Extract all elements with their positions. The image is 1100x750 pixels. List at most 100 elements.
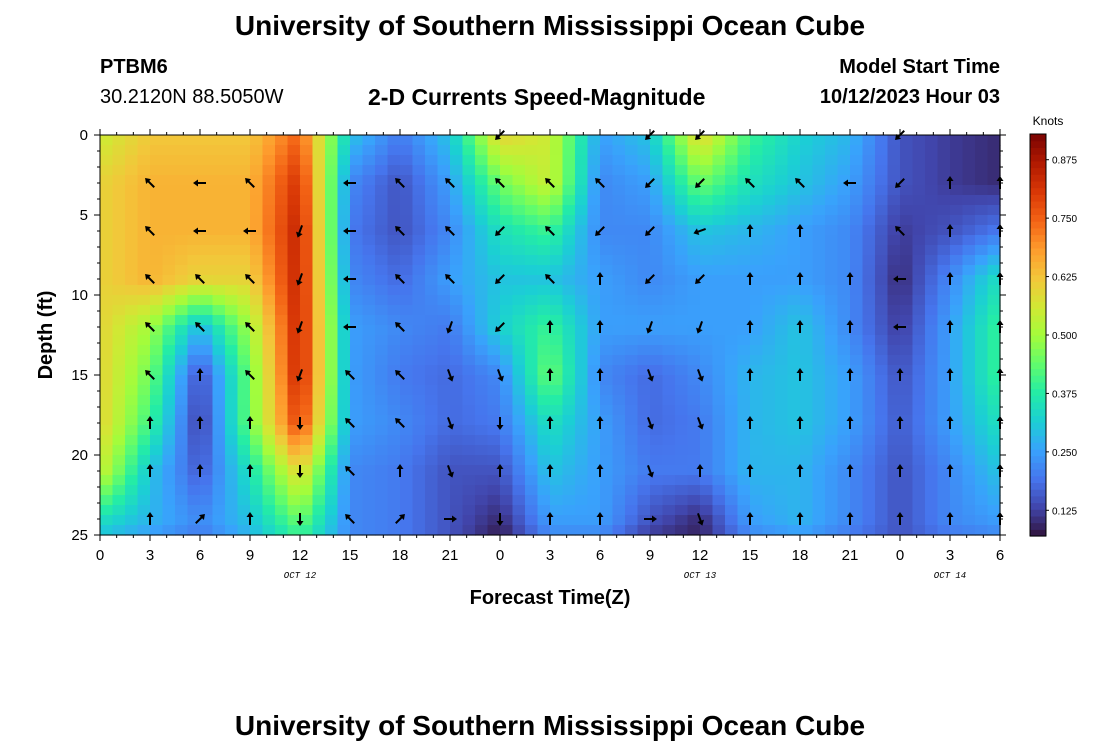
heatmap-cell bbox=[625, 525, 639, 536]
heatmap-cell bbox=[950, 335, 964, 346]
heatmap-cell bbox=[487, 515, 501, 526]
heatmap-cell bbox=[262, 405, 276, 416]
heatmap-cell bbox=[612, 345, 626, 356]
heatmap-cell bbox=[725, 355, 739, 366]
heatmap-cell bbox=[150, 415, 164, 426]
heatmap-cell bbox=[225, 185, 239, 196]
heatmap-cell bbox=[637, 345, 651, 356]
heatmap-cell bbox=[887, 325, 901, 336]
heatmap-cell bbox=[262, 225, 276, 236]
heatmap-cell bbox=[675, 505, 689, 516]
heatmap-cell bbox=[725, 265, 739, 276]
current-arrow bbox=[447, 417, 454, 430]
current-arrow bbox=[444, 515, 457, 523]
heatmap-cell bbox=[100, 475, 114, 486]
heatmap-cell bbox=[937, 415, 951, 426]
heatmap-cell bbox=[787, 495, 801, 506]
heatmap-cell bbox=[287, 345, 301, 356]
current-arrow bbox=[796, 272, 804, 285]
heatmap-cell bbox=[450, 375, 464, 386]
heatmap-cell bbox=[862, 205, 876, 216]
heatmap-cell bbox=[687, 485, 701, 496]
heatmap-cell bbox=[900, 235, 914, 246]
heatmap-cell bbox=[775, 235, 789, 246]
heatmap-cell bbox=[187, 295, 201, 306]
heatmap-cell bbox=[787, 425, 801, 436]
heatmap-cell bbox=[112, 495, 126, 506]
heatmap-cell bbox=[350, 365, 364, 376]
heatmap-cell bbox=[375, 165, 389, 176]
heatmap-cell bbox=[512, 375, 526, 386]
heatmap-cell bbox=[125, 205, 139, 216]
current-arrow bbox=[196, 416, 204, 429]
heatmap-cell bbox=[650, 375, 664, 386]
heatmap-cell bbox=[550, 515, 564, 526]
colorbar-tick-label: 0.250 bbox=[1052, 448, 1077, 459]
heatmap-cell bbox=[612, 385, 626, 396]
heatmap-cell bbox=[587, 425, 601, 436]
heatmap-cell bbox=[412, 345, 426, 356]
heatmap-cell bbox=[137, 135, 151, 146]
heatmap-cell bbox=[687, 515, 701, 526]
heatmap-cell bbox=[675, 475, 689, 486]
heatmap-cell bbox=[850, 235, 864, 246]
heatmap-cell bbox=[112, 245, 126, 256]
heatmap-cell bbox=[725, 295, 739, 306]
heatmap-cell bbox=[300, 425, 314, 436]
heatmap-cell bbox=[287, 185, 301, 196]
heatmap-cell bbox=[525, 475, 539, 486]
heatmap-cell bbox=[150, 165, 164, 176]
heatmap-cell bbox=[800, 225, 814, 236]
heatmap-cell bbox=[162, 265, 176, 276]
heatmap-cell bbox=[112, 315, 126, 326]
heatmap-cell bbox=[850, 515, 864, 526]
heatmap-cell bbox=[712, 425, 726, 436]
heatmap-cell bbox=[537, 285, 551, 296]
heatmap-cell bbox=[575, 265, 589, 276]
heatmap-cell bbox=[575, 455, 589, 466]
heatmap-cell bbox=[225, 365, 239, 376]
heatmap-cell bbox=[250, 285, 264, 296]
heatmap-cell bbox=[375, 195, 389, 206]
heatmap-cell bbox=[437, 325, 451, 336]
heatmap-cell bbox=[825, 145, 839, 156]
heatmap-cell bbox=[650, 415, 664, 426]
heatmap-cell bbox=[100, 435, 114, 446]
heatmap-cell bbox=[750, 395, 764, 406]
heatmap-cell bbox=[137, 205, 151, 216]
heatmap-cell bbox=[787, 485, 801, 496]
heatmap-cell bbox=[975, 345, 989, 356]
heatmap-cell bbox=[737, 475, 751, 486]
heatmap-cell bbox=[937, 385, 951, 396]
heatmap-cell bbox=[187, 475, 201, 486]
heatmap-cell bbox=[200, 405, 214, 416]
heatmap-cell bbox=[212, 245, 226, 256]
heatmap-cell bbox=[550, 295, 564, 306]
heatmap-cell bbox=[500, 155, 514, 166]
heatmap-cell bbox=[562, 265, 576, 276]
heatmap-cell bbox=[175, 205, 189, 216]
heatmap-cell bbox=[537, 305, 551, 316]
heatmap-cell bbox=[375, 485, 389, 496]
heatmap-cell bbox=[125, 215, 139, 226]
heatmap-cell bbox=[200, 385, 214, 396]
heatmap-cell bbox=[875, 255, 889, 266]
heatmap-cell bbox=[462, 435, 476, 446]
heatmap-cell bbox=[500, 135, 514, 146]
heatmap-cell bbox=[600, 155, 614, 166]
heatmap-cell bbox=[850, 475, 864, 486]
heatmap-cell bbox=[287, 475, 301, 486]
heatmap-cell bbox=[950, 445, 964, 456]
heatmap-cell bbox=[687, 185, 701, 196]
heatmap-cell bbox=[712, 215, 726, 226]
heatmap-cell bbox=[687, 225, 701, 236]
current-arrow bbox=[495, 274, 505, 284]
heatmap-cell bbox=[350, 235, 364, 246]
heatmap-cell bbox=[800, 395, 814, 406]
heatmap-cell bbox=[450, 335, 464, 346]
heatmap-cell bbox=[850, 205, 864, 216]
heatmap-cell bbox=[625, 225, 639, 236]
heatmap-cell bbox=[812, 225, 826, 236]
heatmap-cell bbox=[750, 385, 764, 396]
heatmap-cell bbox=[450, 175, 464, 186]
